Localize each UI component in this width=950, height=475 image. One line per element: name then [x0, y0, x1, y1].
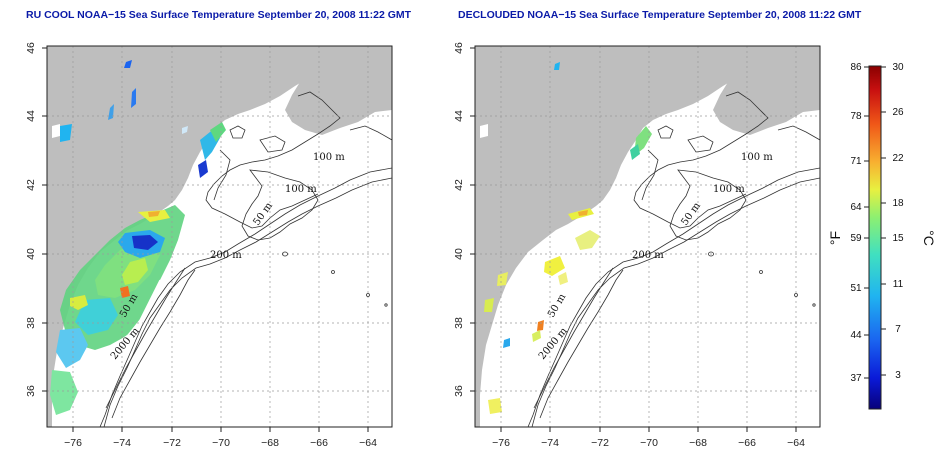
- celsius-tick-label: 7: [895, 324, 901, 335]
- lat-tick-label: 36: [453, 385, 465, 397]
- contour-label: 200 m: [210, 250, 242, 261]
- lon-tick-label: −64: [787, 437, 805, 449]
- temperature-colorbar: 86 78 71 64 59 51 44 37 30 26 22 18 15 1…: [827, 62, 937, 410]
- coastline-detail-left: [77, 279, 161, 427]
- bathymetry-contours-right: [527, 91, 820, 427]
- fahrenheit-tick-label: 37: [850, 373, 862, 384]
- fahrenheit-tick-label: 71: [850, 156, 862, 167]
- left-panel-title: RU COOL NOAA−15 Sea Surface Temperature …: [26, 9, 412, 21]
- contour-label: 100 m: [285, 184, 317, 195]
- islands-right: [708, 251, 816, 307]
- lon-tick-label: −72: [163, 437, 181, 449]
- lon-tick-label: −70: [212, 437, 230, 449]
- lat-tick-label: 42: [25, 179, 37, 191]
- lon-tick-label: −66: [310, 437, 328, 449]
- sst-swath-left: [50, 60, 226, 415]
- coastline-detail-right: [505, 279, 589, 427]
- colorbar-gradient: [868, 65, 882, 410]
- fahrenheit-unit-label: °F: [827, 231, 843, 245]
- contour-label: 50 m: [251, 200, 275, 228]
- lon-tick-label: −70: [640, 437, 658, 449]
- map-frame: [474, 45, 821, 428]
- fahrenheit-tick-label: 44: [850, 330, 862, 341]
- colorbar-ticks: [864, 66, 886, 379]
- fahrenheit-tick-labels: 86 78 71 64 59 51 44 37: [850, 62, 862, 384]
- contour-label: 100 m: [713, 184, 745, 195]
- axis-ticks-right: [470, 47, 797, 432]
- contour-label: 100 m: [313, 152, 345, 163]
- lon-tick-label: −76: [492, 437, 510, 449]
- land-mass-east: [285, 46, 392, 135]
- lon-tick-label: −68: [261, 437, 279, 449]
- land-mass: [475, 46, 820, 427]
- lat-tick-label: 38: [25, 317, 37, 329]
- grid-right: [475, 46, 820, 427]
- lat-tick-label: 38: [453, 317, 465, 329]
- lat-tick-label: 46: [25, 42, 37, 54]
- lat-tick-label: 44: [453, 110, 465, 122]
- lon-tick-labels-left: −76 −74 −72 −70 −68 −66 −64: [64, 437, 377, 449]
- land-mass: [47, 46, 392, 427]
- lon-tick-labels-right: −76 −74 −72 −70 −68 −66 −64: [492, 437, 805, 449]
- axis-ticks-left: [42, 47, 369, 432]
- lon-tick-label: −64: [359, 437, 377, 449]
- bathymetry-contours-left: [99, 91, 392, 427]
- islands-left: [282, 251, 388, 307]
- contour-label: 50 m: [679, 200, 703, 228]
- celsius-tick-labels: 30 26 22 18 15 11 7 3: [892, 62, 904, 381]
- contour-label: 50 m: [546, 292, 568, 320]
- lon-tick-label: −74: [113, 437, 131, 449]
- fahrenheit-tick-label: 86: [850, 62, 862, 73]
- contour-label: 100 m: [741, 152, 773, 163]
- lon-tick-label: −66: [738, 437, 756, 449]
- lon-tick-label: −72: [591, 437, 609, 449]
- lat-tick-label: 44: [25, 110, 37, 122]
- celsius-tick-label: 3: [895, 370, 901, 381]
- right-panel-title: DECLOUDED NOAA−15 Sea Surface Temperatur…: [458, 9, 862, 21]
- fahrenheit-tick-label: 78: [850, 111, 862, 122]
- lat-tick-label: 40: [453, 248, 465, 260]
- fahrenheit-tick-label: 59: [850, 233, 862, 244]
- left-sst-map: 100 m 100 m 50 m 200 m 50 m 2000 m: [25, 42, 393, 449]
- lon-tick-label: −68: [689, 437, 707, 449]
- fahrenheit-tick-label: 51: [850, 283, 862, 294]
- lat-tick-labels-left: 36 38 40 42 44 46: [25, 42, 37, 397]
- land-mass-east: [713, 46, 820, 135]
- lat-tick-label: 36: [25, 385, 37, 397]
- right-sst-map: 100 m 100 m 50 m 200 m 50 m 2000 m −7: [453, 42, 821, 449]
- lat-tick-label: 42: [453, 179, 465, 191]
- contour-label: 2000 m: [537, 325, 570, 362]
- celsius-tick-label: 22: [892, 153, 904, 164]
- lat-tick-label: 46: [453, 42, 465, 54]
- celsius-tick-label: 11: [893, 279, 904, 290]
- celsius-tick-label: 18: [892, 198, 904, 209]
- celsius-tick-label: 15: [892, 233, 904, 244]
- lat-tick-label: 40: [25, 248, 37, 260]
- fahrenheit-tick-label: 64: [850, 202, 862, 213]
- lon-tick-label: −76: [64, 437, 82, 449]
- contour-label: 200 m: [632, 250, 664, 261]
- celsius-tick-label: 30: [892, 62, 904, 73]
- grid-left: [47, 46, 392, 427]
- map-frame: [46, 45, 393, 428]
- celsius-unit-label: °C: [921, 230, 937, 246]
- celsius-tick-label: 26: [892, 107, 904, 118]
- lat-tick-labels-right: 36 38 40 42 44 46: [453, 42, 465, 397]
- sst-swath-right: [480, 62, 652, 414]
- lon-tick-label: −74: [541, 437, 559, 449]
